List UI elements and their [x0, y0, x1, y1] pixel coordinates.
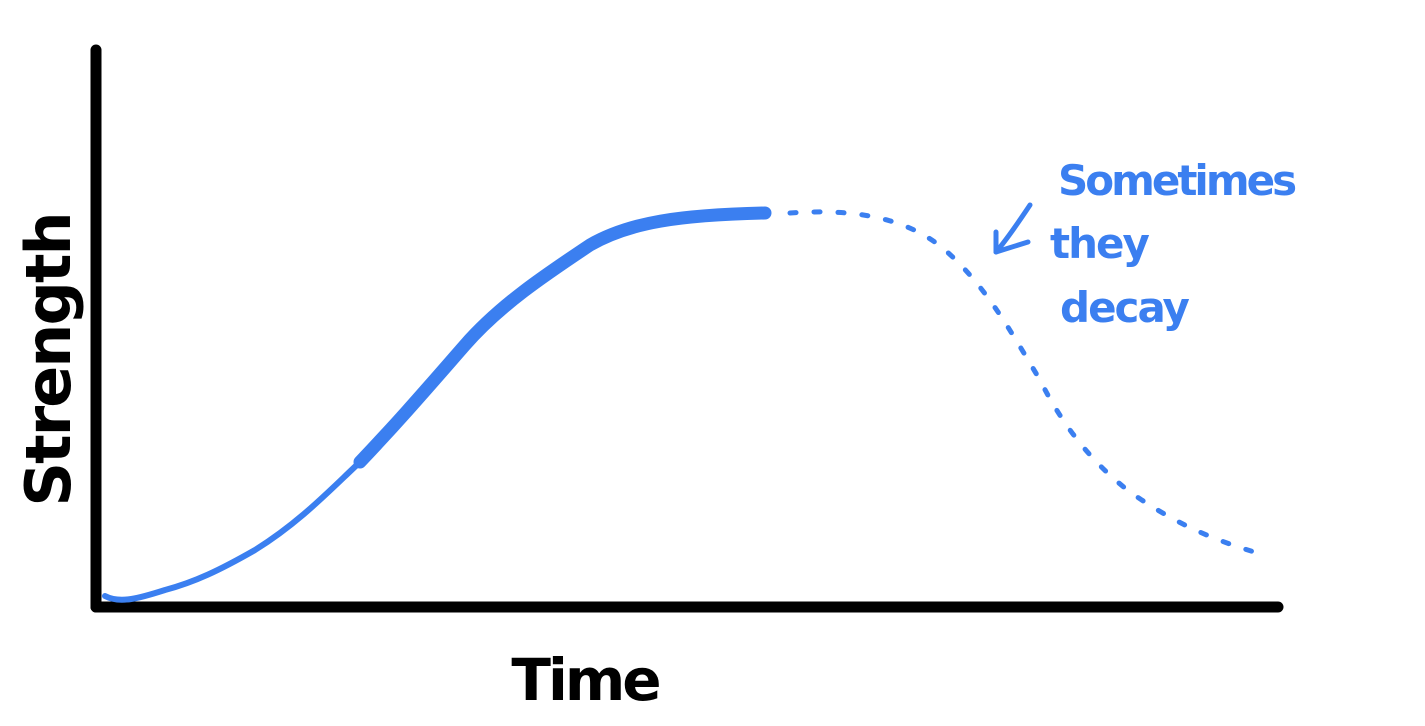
annotation-text: Sometimes they decay: [1050, 156, 1299, 332]
growth-curve: [102, 210, 768, 603]
decay-curve: [787, 209, 1268, 558]
annotation-line-1: Sometimes: [1058, 156, 1296, 205]
annotation-arrow-icon: [993, 202, 1033, 255]
axes: [90, 44, 1284, 613]
annotation-line-2: they: [1050, 219, 1149, 268]
growth-curve-thick: [353, 206, 772, 469]
y-axis-label: Strength: [12, 213, 85, 506]
x-axis-label: Time: [511, 646, 659, 714]
annotation-line-3: decay: [1060, 283, 1189, 332]
